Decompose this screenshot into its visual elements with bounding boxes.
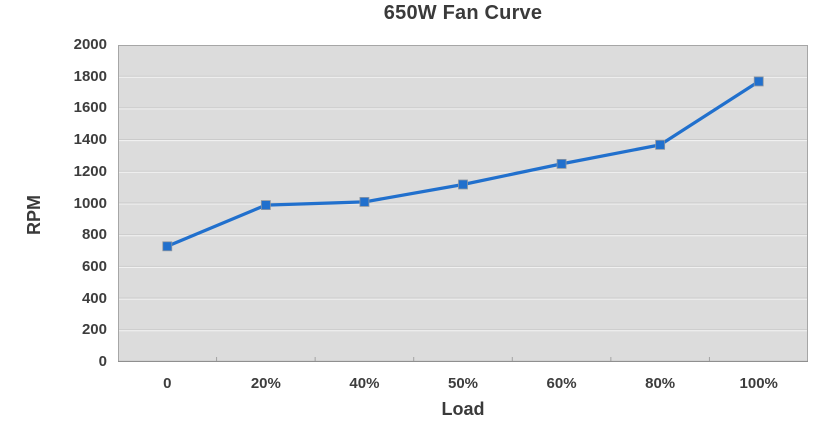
chart-title: 650W Fan Curve [383, 2, 543, 24]
y-tick-label: 1400 [73, 131, 107, 149]
data-point-marker [359, 197, 370, 207]
data-point-marker [458, 179, 468, 190]
x-tick-label: 40% [349, 375, 380, 392]
x-tick-label: 80% [645, 375, 676, 392]
y-tick-label: 600 [81, 257, 107, 275]
y-tick-label: 200 [81, 321, 107, 339]
y-tick-label: 2000 [73, 36, 107, 53]
x-tick-label: 20% [250, 375, 281, 392]
data-point-marker [162, 241, 173, 252]
y-tick-label: 1200 [73, 162, 107, 180]
y-tick-label: 1600 [73, 99, 107, 117]
x-axis-title: Load [441, 399, 485, 419]
data-point-marker [260, 200, 271, 210]
x-tick-label: 100% [739, 375, 778, 392]
y-tick-label: 400 [81, 289, 107, 307]
x-tick-label: 50% [447, 375, 479, 392]
plot-area [118, 45, 808, 362]
y-tick-label: 1000 [73, 194, 107, 212]
x-tick-label: 60% [546, 375, 577, 392]
data-point-marker [753, 76, 764, 87]
y-tick-label: 800 [81, 226, 107, 244]
data-point-marker [556, 158, 567, 169]
data-point-marker [655, 139, 666, 150]
x-tick-label: 0 [163, 375, 172, 392]
y-tick-label: 0 [98, 353, 107, 370]
y-tick-label: 1800 [73, 67, 107, 85]
